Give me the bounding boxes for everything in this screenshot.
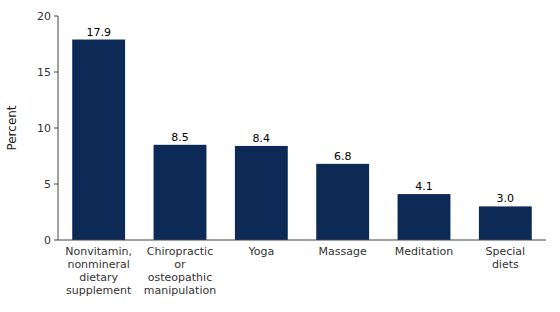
- chart: 17.9 8.5 8.4 6.8 4.1 3.0 0 5 10 15 20 Percent Nonvit…: [0, 0, 560, 312]
- x-tick-label: Yoga: [247, 245, 274, 258]
- y-tick-label: 20: [37, 10, 51, 23]
- bar: [72, 40, 125, 240]
- y-tick-label: 5: [44, 178, 51, 191]
- y-axis-label: Percent: [5, 105, 19, 150]
- x-tick-label: Specialdiets: [486, 245, 526, 271]
- data-label: 4.1: [415, 180, 433, 193]
- bar: [479, 206, 532, 240]
- data-label: 8.4: [253, 132, 271, 145]
- data-label: 8.5: [171, 131, 189, 144]
- x-tick-label: Nonvitamin,nonmineraldietarysupplement: [65, 245, 132, 297]
- bar: [154, 145, 207, 240]
- x-tick-label: Massage: [319, 245, 367, 258]
- y-tick: [54, 184, 58, 185]
- bars: [72, 40, 532, 240]
- y-tick: [54, 128, 58, 129]
- y-tick: [54, 240, 58, 241]
- y-tick-label: 15: [37, 66, 51, 79]
- bar: [316, 164, 369, 240]
- bar: [398, 194, 451, 240]
- x-tick-label: Chiropracticorosteopathicmanipulation: [144, 245, 216, 297]
- bar: [235, 146, 288, 240]
- x-axis-line: [58, 240, 546, 241]
- data-label: 6.8: [334, 150, 352, 163]
- y-tick: [54, 16, 58, 17]
- data-label: 17.9: [86, 26, 111, 39]
- x-tick-label: Meditation: [395, 245, 453, 258]
- data-label: 3.0: [497, 192, 515, 205]
- chart-container: 17.9 8.5 8.4 6.8 4.1 3.0 0 5 10 15 20 Percent Nonvit…: [0, 0, 560, 312]
- y-tick: [54, 72, 58, 73]
- y-tick-label: 0: [44, 234, 51, 247]
- y-tick-label: 10: [37, 122, 51, 135]
